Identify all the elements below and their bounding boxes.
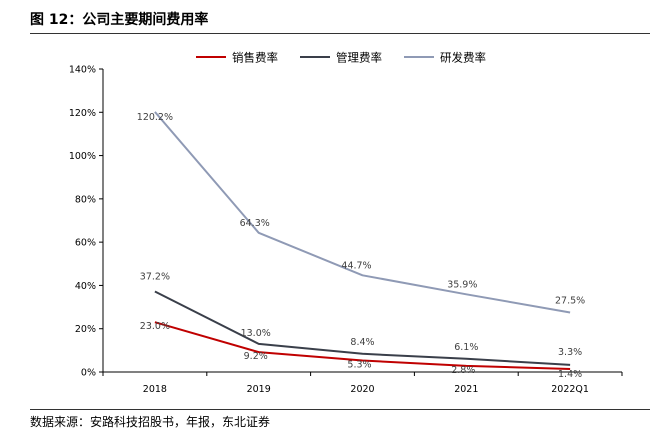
y-tick-label: 140% [69, 65, 96, 76]
data-label-management: 3.3% [558, 347, 582, 358]
y-tick-label: 60% [75, 238, 96, 249]
x-tick-label: 2019 [247, 384, 271, 395]
top-rule [30, 33, 650, 34]
data-label-sales: 5.3% [347, 360, 371, 371]
y-tick-label: 20% [75, 324, 96, 335]
legend-label-rnd: 研发费率 [440, 51, 486, 65]
data-label-management: 6.1% [454, 342, 478, 353]
axes: 0% 20% 40% 60% 80% 100% 120% 140% 2018 2019 2020 20… [69, 65, 623, 395]
source-note: 数据来源：安路科技招股书，年报，东北证券 [30, 415, 271, 429]
x-tick-label: 2022Q1 [551, 384, 589, 395]
series-line-sales [154, 321, 571, 370]
legend-label-sales: 销售费率 [232, 51, 278, 65]
x-tick-label: 2018 [143, 384, 167, 395]
data-label-rnd: 64.3% [240, 218, 270, 229]
data-label-rnd: 44.7% [341, 260, 371, 271]
data-labels: 23.0% 9.2% 5.3% 2.8% 1.4% 37.2% 13.0% 8.4% 6.1% 3… [137, 112, 585, 380]
legend: 销售费率 管理费率 研发费率 [196, 51, 486, 65]
data-label-sales: 9.2% [244, 351, 268, 362]
data-label-sales: 2.8% [451, 365, 475, 376]
series-line-management [154, 290, 571, 366]
data-label-management: 8.4% [350, 337, 374, 348]
y-tick-label: 40% [75, 281, 96, 292]
data-label-management: 13.0% [241, 328, 271, 339]
series-line-rnd [154, 111, 571, 314]
data-label-rnd: 120.2% [137, 112, 173, 123]
y-tick-label: 100% [69, 151, 96, 162]
data-label-rnd: 35.9% [447, 279, 477, 290]
legend-label-management: 管理费率 [336, 51, 382, 65]
y-tick-label: 80% [75, 194, 96, 205]
bottom-rule [30, 409, 650, 410]
y-tick-label: 0% [81, 368, 96, 379]
x-tick-label: 2020 [350, 384, 374, 395]
data-label-management: 37.2% [140, 271, 170, 282]
data-label-sales: 23.0% [140, 321, 170, 332]
x-tick-label: 2021 [454, 384, 478, 395]
data-label-sales: 1.4% [558, 369, 582, 380]
series-lines [154, 111, 571, 370]
figure-title: 图 12：公司主要期间费用率 [30, 12, 209, 28]
y-tick-label: 120% [69, 108, 96, 119]
data-label-rnd: 27.5% [555, 295, 585, 306]
